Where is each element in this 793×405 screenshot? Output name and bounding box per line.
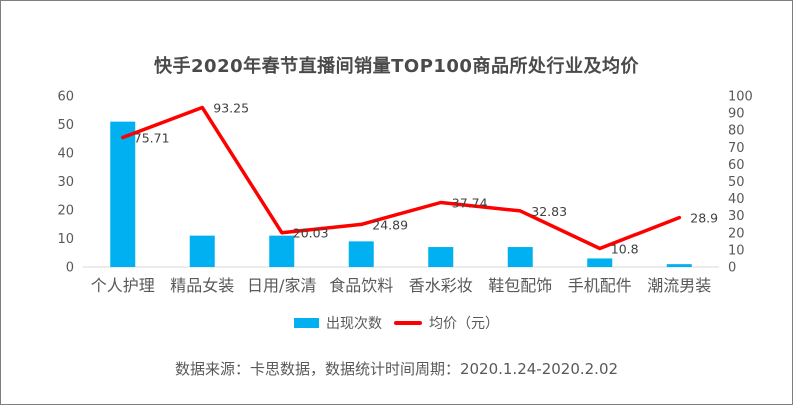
data-label-手机配件: 10.8 <box>611 242 639 257</box>
y-axis-right-tick-label: 50 <box>728 175 745 190</box>
chart-legend: 出现次数 均价（元） <box>1 314 792 332</box>
y-axis-right-tick-label: 80 <box>728 124 745 139</box>
bar-鞋包配饰 <box>507 247 533 267</box>
y-axis-left-tick-label: 30 <box>57 175 74 190</box>
y-axis-left-tick-label: 20 <box>57 204 74 219</box>
bar-手机配件 <box>587 258 613 267</box>
data-label-日用/家清: 20.03 <box>293 226 329 241</box>
x-axis-category-label: 日用/家清 <box>247 276 316 295</box>
y-axis-right-tick-label: 100 <box>728 90 753 105</box>
source-note: 数据来源：卡思数据，数据统计时间周期：2020.1.24-2020.2.02 <box>174 360 619 378</box>
x-axis-category-label: 个人护理 <box>91 276 155 295</box>
y-axis-right-tick-label: 90 <box>728 107 745 122</box>
y-axis-right-tick-label: 10 <box>728 243 745 258</box>
data-label-精品女装: 93.25 <box>213 101 249 116</box>
bar-潮流男装 <box>666 264 692 267</box>
y-axis-right-tick-label: 0 <box>728 261 736 276</box>
bar-食品饮料 <box>348 241 374 267</box>
y-axis-right-tick-label: 30 <box>728 209 745 224</box>
price-line <box>121 105 682 251</box>
x-axis-category-label: 手机配件 <box>568 276 632 295</box>
x-axis-category-label: 鞋包配饰 <box>488 276 552 295</box>
legend-line-label: 均价（元） <box>429 316 499 332</box>
data-label-食品饮料: 24.89 <box>372 217 408 232</box>
bar-个人护理 <box>110 121 136 268</box>
legend-line-swatch <box>394 321 422 325</box>
y-axis-left-tick-label: 0 <box>66 261 74 276</box>
y-axis-right-tick-label: 60 <box>728 158 745 173</box>
y-axis-right-tick-label: 70 <box>728 141 745 156</box>
data-label-鞋包配饰: 32.83 <box>531 204 567 219</box>
bar-精品女装 <box>189 235 215 267</box>
data-label-潮流男装: 28.9 <box>690 211 718 226</box>
y-axis-left-tick-label: 60 <box>57 90 74 105</box>
y-axis-right-tick-label: 40 <box>728 192 745 207</box>
y-axis-left-tick-label: 40 <box>57 147 74 162</box>
data-label-个人护理: 75.71 <box>134 131 170 146</box>
legend-bar-label: 出现次数 <box>326 316 382 332</box>
data-label-香水彩妆: 37.74 <box>452 195 488 210</box>
x-axis-category-label: 潮流男装 <box>647 276 711 295</box>
chart-title: 快手2020年春节直播间销量TOP100商品所处行业及均价 <box>154 56 639 77</box>
bar-日用/家清 <box>269 235 295 267</box>
y-axis-left-tick-label: 10 <box>57 232 74 247</box>
x-axis-category-label: 香水彩妆 <box>409 276 473 295</box>
legend-bar-swatch <box>294 318 319 328</box>
y-axis-left-tick-label: 50 <box>57 118 74 133</box>
bar-香水彩妆 <box>428 247 454 267</box>
x-axis-category-label: 食品饮料 <box>329 276 393 295</box>
y-axis-right-tick-label: 20 <box>728 226 745 241</box>
x-axis-category-label: 精品女装 <box>170 276 234 295</box>
